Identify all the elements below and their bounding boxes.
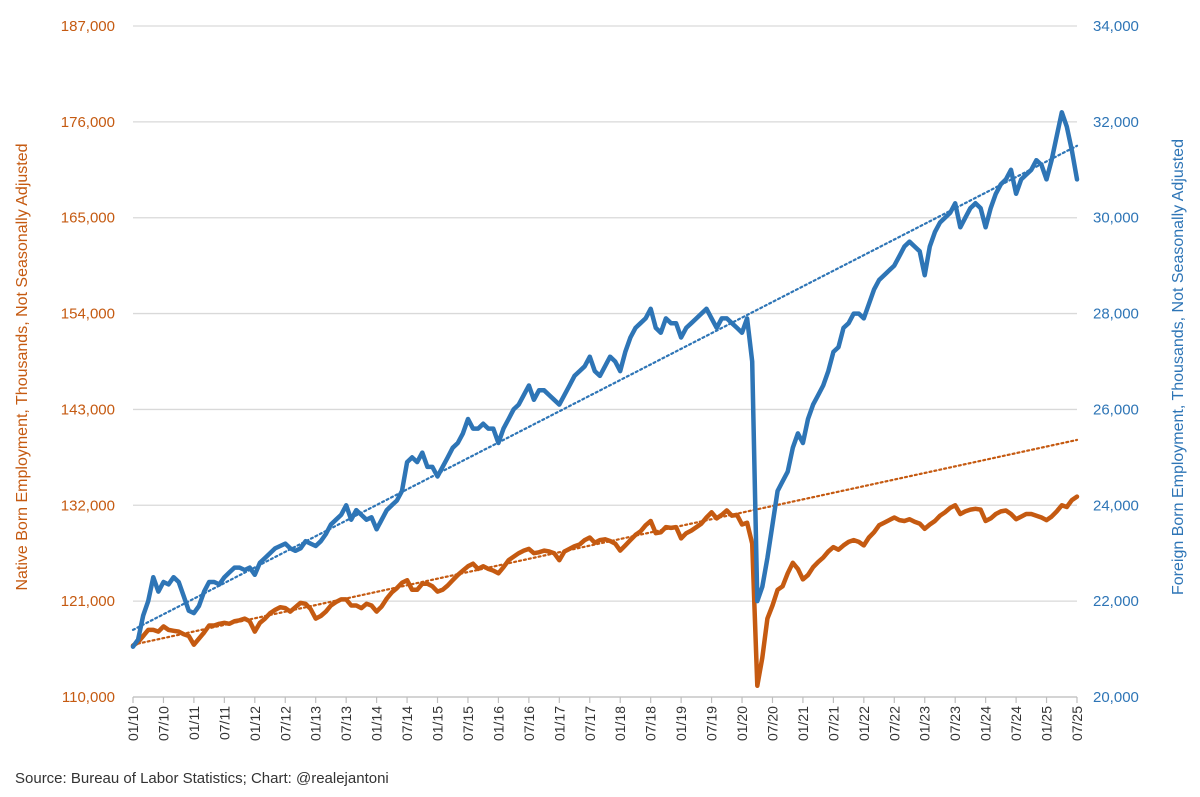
right-axis-title: Foreign Born Employment, Thousands, Not …: [1170, 139, 1187, 595]
x-tick-label: 01/25: [1039, 706, 1055, 741]
x-tick-label: 01/23: [917, 706, 933, 741]
x-tick-label: 01/11: [186, 706, 202, 740]
y-right-tick-label: 22,000: [1093, 593, 1139, 610]
left-axis-title: Native Born Employment, Thousands, Not S…: [14, 143, 31, 590]
x-tick-label: 01/12: [247, 706, 263, 741]
x-tick-label: 01/21: [795, 706, 811, 741]
y-left-tick-label: 176,000: [61, 114, 115, 131]
x-tick-label: 07/14: [399, 706, 415, 741]
gridlines: [133, 25, 1077, 698]
trendlines: [131, 144, 1079, 646]
y-left-tick-label: 154,000: [61, 306, 115, 323]
x-tick-label: 01/16: [490, 706, 506, 741]
x-tick-label: 07/11: [216, 706, 232, 740]
x-tick-label: 01/20: [734, 706, 750, 741]
series-lines: [130, 110, 1080, 688]
x-tick-label: 07/18: [643, 706, 659, 741]
x-tick-label: 01/13: [308, 706, 324, 741]
x-tick-label: 01/14: [369, 706, 385, 741]
x-tick-label: 07/13: [338, 706, 354, 741]
source-note: Source: Bureau of Labor Statistics; Char…: [15, 770, 389, 787]
y-right-tick-label: 30,000: [1093, 210, 1139, 227]
x-tick-label: 07/16: [521, 706, 537, 741]
x-tick-label: 01/10: [125, 706, 141, 741]
y-left-tick-label: 143,000: [61, 401, 115, 418]
x-tick-label: 07/10: [155, 706, 171, 741]
y-right-tick-label: 24,000: [1093, 497, 1139, 514]
x-tick-label: 07/12: [277, 706, 293, 741]
x-tick-label: 01/19: [673, 706, 689, 741]
x-tick-label: 01/24: [978, 706, 994, 741]
trendline-foreign: [131, 144, 1079, 632]
x-tick-label: 07/21: [825, 706, 841, 741]
x-tick-label: 07/24: [1008, 706, 1024, 741]
y-left-tick-label: 187,000: [61, 18, 115, 35]
y-right-tick-label: 20,000: [1093, 689, 1139, 706]
x-tick-label: 01/22: [856, 706, 872, 741]
x-tick-label: 01/17: [551, 706, 567, 741]
y-left-tick-label: 132,000: [61, 497, 115, 514]
y-left-tick-label: 110,000: [62, 689, 115, 706]
x-tick-label: 07/15: [460, 706, 476, 741]
x-tick-label: 07/25: [1069, 706, 1085, 741]
x-tick-label: 01/18: [612, 706, 628, 741]
trendline-native: [131, 438, 1079, 646]
y-right-tick-label: 26,000: [1093, 401, 1139, 418]
x-tick-label: 07/17: [582, 706, 598, 741]
series-line-native-born: [130, 494, 1080, 688]
y-right-tick-label: 32,000: [1093, 114, 1139, 131]
x-tick-label: 01/15: [430, 706, 446, 741]
y-left-tick-label: 121,000: [61, 593, 115, 610]
y-left-tick-label: 165,000: [61, 210, 115, 227]
x-tick-label: 07/23: [947, 706, 963, 741]
y-right-tick-label: 28,000: [1093, 306, 1139, 323]
x-tick-label: 07/20: [764, 706, 780, 741]
x-tick-label: 07/19: [704, 706, 720, 741]
x-tick-label: 07/22: [886, 706, 902, 741]
axes: 110,000 121,000 132,000 143,000 154,000 165,0…: [61, 18, 1139, 741]
y-right-tick-label: 34,000: [1093, 18, 1139, 35]
series-line-foreign-born: [130, 110, 1080, 649]
